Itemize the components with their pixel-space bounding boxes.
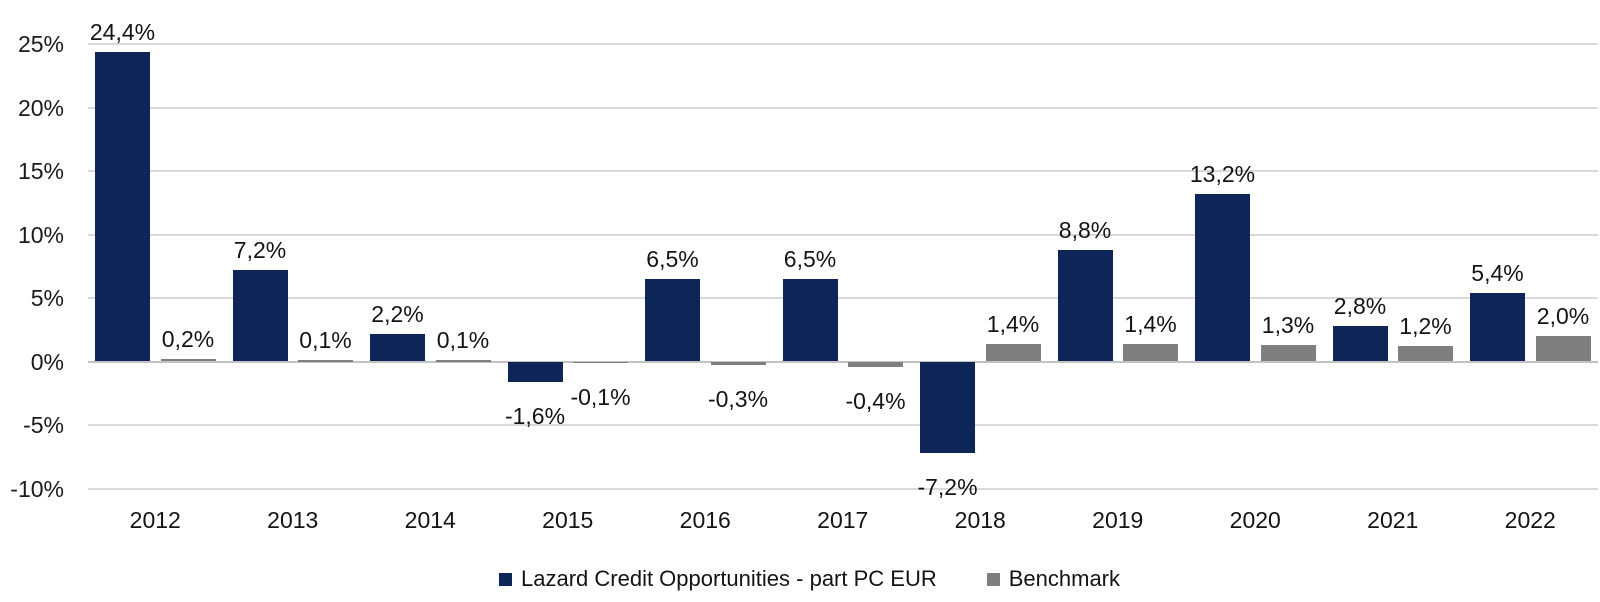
gridline [88,170,1598,172]
legend-swatch-fund [499,572,512,586]
benchmark-value-label: 0,1% [299,327,352,353]
benchmark-bar [435,360,491,362]
gridline [88,233,1598,236]
benchmark-bar [1260,344,1316,362]
benchmark-bar [298,360,353,362]
fund-value-label: -7,2% [917,473,978,500]
x-axis-category-label: 2020 [1229,507,1281,533]
legend: Lazard Credit Opportunities - part PC EU… [499,565,1120,593]
fund-value-label: 8,8% [1058,216,1112,243]
legend-label-benchmark: Benchmark [1008,566,1121,591]
benchmark-bar [848,361,903,367]
fund-value-label: 24,4% [89,18,156,45]
legend-item-benchmark: Benchmark [986,565,1121,593]
benchmark-bar [1123,343,1178,362]
legend-swatch-benchmark [986,572,1000,586]
fund-value-label: 6,5% [783,245,837,272]
x-axis-category-label: 2015 [542,507,594,533]
fund-value-label: 7,2% [233,237,287,264]
benchmark-value-label: -0,3% [707,386,769,413]
x-axis-category-label: 2019 [1092,507,1144,533]
benchmark-bar [1535,336,1591,362]
y-axis-tick-label: 25% [17,31,64,57]
x-axis-category-label: 2022 [1504,507,1556,533]
gridline [88,106,1598,109]
fund-value-label: 6,5% [646,245,699,272]
legend-item-fund: Lazard Credit Opportunities - part PC EU… [499,565,937,593]
y-axis-tick-label: 5% [30,285,64,311]
benchmark-value-label: 1,3% [1261,311,1315,338]
x-axis-category-label: 2014 [404,507,456,533]
zero-axis-line [88,360,1598,363]
gridline [88,297,1598,299]
x-axis-category-label: 2016 [679,507,731,533]
fund-bar [920,361,975,453]
fund-bar [370,333,425,362]
fund-bar [1195,193,1250,362]
benchmark-bar [573,361,628,363]
benchmark-value-label: 0,2% [161,325,215,352]
y-axis-tick-label: 15% [17,158,64,184]
x-axis-category-label: 2013 [267,507,319,533]
benchmark-value-label: -0,1% [570,384,631,410]
benchmark-value-label: 1,4% [986,310,1040,337]
gridline [88,424,1598,426]
benchmark-bar [985,343,1041,362]
y-axis-tick-label: -10% [10,475,64,502]
benchmark-value-label: -0,4% [845,387,906,414]
y-axis-tick-label: 10% [17,221,64,248]
benchmark-value-label: 2,0% [1536,303,1590,330]
fund-bar [232,270,288,362]
x-axis-category-label: 2012 [129,507,181,533]
fund-value-label: -1,6% [504,402,566,429]
benchmark-value-label: 1,2% [1399,313,1452,340]
fund-bar [95,51,150,362]
gridline [88,487,1598,490]
x-axis-category-label: 2017 [817,507,869,533]
fund-value-label: 13,2% [1189,160,1256,187]
benchmark-bar [160,358,216,362]
fund-bar [782,278,838,362]
x-axis-category-label: 2021 [1367,507,1419,533]
benchmark-value-label: 0,1% [436,327,490,353]
fund-bar [507,361,563,382]
benchmark-value-label: 1,4% [1124,310,1177,337]
fund-value-label: 5,4% [1471,259,1524,286]
fund-value-label: 2,2% [371,300,424,327]
legend-label-fund: Lazard Credit Opportunities - part PC EU… [521,566,937,591]
fund-bar [1470,292,1525,362]
y-axis-tick-label: 0% [30,348,64,375]
fund-value-label: 2,8% [1333,292,1387,319]
gridline [88,43,1598,45]
x-axis-category-label: 2018 [954,507,1006,533]
benchmark-bar [710,361,766,366]
y-axis-tick-label: -5% [23,412,64,438]
fund-bar [1332,325,1388,362]
y-axis-tick-label: 20% [17,94,64,121]
fund-bar [645,278,700,362]
benchmark-bar [1398,346,1453,362]
fund-bar [1057,249,1113,362]
